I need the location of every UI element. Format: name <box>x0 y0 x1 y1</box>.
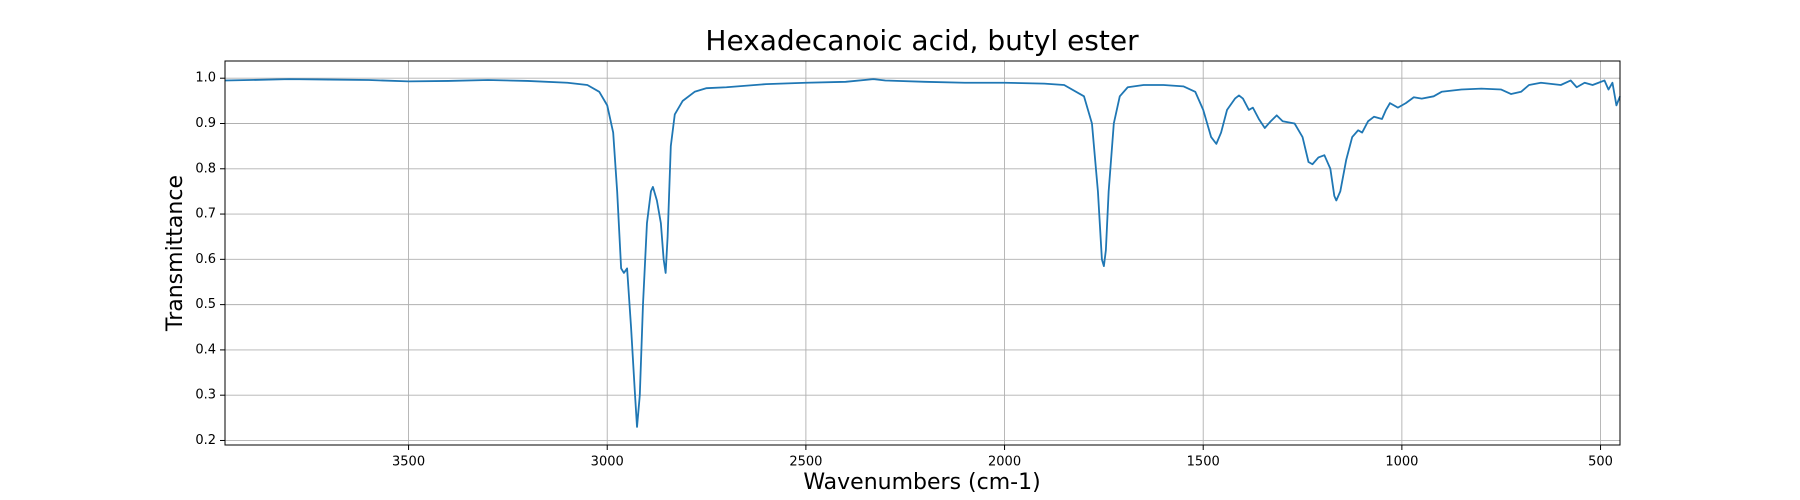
x-tick-label: 2500 <box>789 455 822 470</box>
y-tick-label: 1.0 <box>195 71 216 86</box>
x-tick-label: 1500 <box>1187 455 1220 470</box>
x-tick-label: 3000 <box>591 455 624 470</box>
y-tick-label: 0.2 <box>195 433 216 448</box>
x-axis-label: Wavenumbers (cm-1) <box>803 470 1040 495</box>
x-tick-label: 2000 <box>988 455 1021 470</box>
x-tick-label: 3500 <box>392 455 425 470</box>
spectrum-line <box>224 78 1621 428</box>
x-tick-label: 500 <box>1588 455 1613 470</box>
x-tick-label: 1000 <box>1385 455 1418 470</box>
chart-title: Hexadecanoic acid, butyl ester <box>705 24 1139 57</box>
y-tick-label: 0.8 <box>195 161 216 176</box>
y-tick-label: 0.5 <box>195 297 216 312</box>
y-tick-label: 0.7 <box>195 207 216 222</box>
plot-frame <box>224 60 1621 446</box>
y-tick-label: 0.9 <box>195 116 216 131</box>
y-tick-label: 0.4 <box>195 342 216 357</box>
y-tick-label: 0.3 <box>195 388 216 403</box>
y-tick-label: 0.6 <box>195 252 216 267</box>
y-axis-label: Transmittance <box>163 175 188 332</box>
